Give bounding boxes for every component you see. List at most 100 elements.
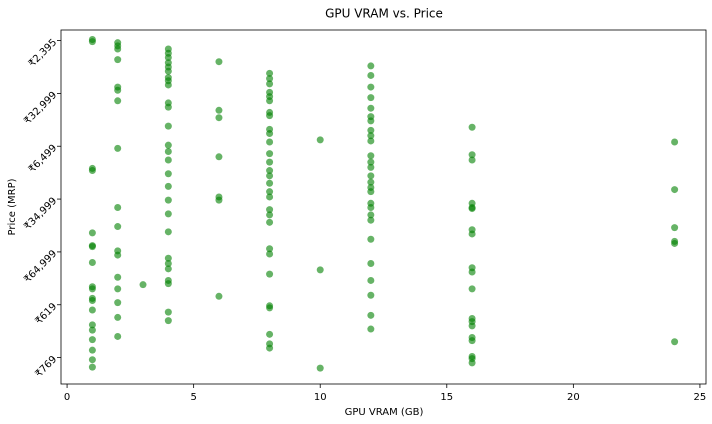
point [266, 270, 274, 278]
point [114, 97, 122, 105]
point [468, 359, 476, 367]
point [367, 172, 375, 180]
point [468, 205, 476, 213]
y-tick-label: ₹32,999 [22, 90, 59, 127]
point [88, 38, 96, 46]
point [164, 182, 172, 190]
x-tick-label: 10 [314, 392, 327, 403]
point [164, 81, 172, 89]
point [266, 211, 274, 219]
point [468, 230, 476, 238]
point [164, 280, 172, 288]
point [367, 126, 375, 134]
point [367, 104, 375, 112]
point [671, 224, 679, 232]
point [266, 304, 274, 312]
point [367, 137, 375, 145]
point [164, 103, 172, 111]
point [266, 330, 274, 338]
point [114, 313, 122, 321]
point [215, 58, 223, 66]
point [215, 196, 223, 204]
point [164, 260, 172, 268]
point [164, 67, 172, 75]
point [215, 114, 223, 122]
point [114, 273, 122, 281]
point [114, 144, 122, 152]
point [114, 299, 122, 307]
x-tick-label: 20 [567, 392, 580, 403]
point [266, 112, 274, 120]
point [88, 336, 96, 344]
point [266, 69, 274, 77]
point [88, 356, 96, 364]
point [266, 218, 274, 226]
point [468, 123, 476, 131]
y-axis-label: Price (MRP) [7, 178, 18, 235]
point [139, 281, 147, 289]
point [266, 130, 274, 138]
point [367, 158, 375, 166]
point [671, 138, 679, 146]
point [367, 276, 375, 284]
point [266, 179, 274, 187]
point [88, 306, 96, 314]
point [468, 268, 476, 276]
point [164, 308, 172, 316]
point [114, 56, 122, 64]
x-axis-label: GPU VRAM (GB) [345, 407, 424, 418]
point [88, 326, 96, 334]
point [468, 156, 476, 164]
point [266, 75, 274, 83]
point [164, 122, 172, 130]
y-tick-label: ₹64,999 [22, 248, 59, 285]
point [266, 158, 274, 166]
point [114, 86, 122, 94]
point [266, 193, 274, 201]
x-tick-label: 15 [440, 392, 453, 403]
point [164, 254, 172, 262]
point [215, 106, 223, 114]
point [367, 117, 375, 125]
point [367, 178, 375, 186]
point [164, 210, 172, 218]
point [266, 97, 274, 105]
point [164, 196, 172, 204]
point [367, 291, 375, 299]
point [114, 204, 122, 212]
point [114, 223, 122, 231]
y-tick-label: ₹769 [33, 354, 59, 380]
point [367, 71, 375, 79]
point [88, 243, 96, 251]
y-tick-label: ₹619 [33, 301, 59, 327]
point [266, 138, 274, 146]
point [114, 45, 122, 53]
point [88, 167, 96, 175]
point [316, 266, 324, 274]
point [367, 152, 375, 160]
point [316, 136, 324, 144]
point [164, 148, 172, 156]
point [266, 250, 274, 258]
point [88, 363, 96, 371]
x-tick-label: 25 [694, 392, 707, 403]
point [215, 153, 223, 161]
point [671, 186, 679, 194]
point [164, 265, 172, 273]
point [468, 337, 476, 345]
y-tick-label: ₹2,395 [27, 37, 60, 70]
point [114, 285, 122, 293]
point [367, 188, 375, 196]
point [164, 170, 172, 178]
point [88, 297, 96, 305]
point [316, 364, 324, 372]
point [266, 150, 274, 158]
point [266, 245, 274, 253]
point [367, 163, 375, 171]
point [164, 141, 172, 149]
point [164, 156, 172, 164]
point [367, 311, 375, 319]
point [88, 258, 96, 266]
